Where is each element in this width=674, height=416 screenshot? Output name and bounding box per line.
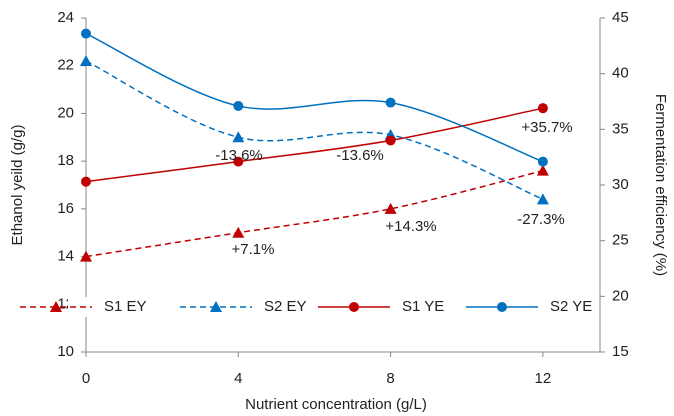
legend-bg (514, 297, 578, 317)
x-tick-label: 12 (535, 370, 552, 387)
series-line (85, 169, 544, 258)
legend-bg (366, 297, 430, 317)
series-line (85, 107, 544, 183)
legend-label: S2 YE (550, 298, 592, 315)
data-point (384, 202, 397, 214)
y2-axis-title: Fermentation efficiency (%) (652, 94, 669, 276)
x-tick-label: 8 (386, 370, 394, 387)
data-point (385, 97, 396, 108)
data-point (385, 135, 396, 146)
y-tick-label: 18 (57, 152, 74, 169)
annotation: -27.3% (517, 211, 565, 228)
data-point (232, 226, 245, 238)
data-point (81, 28, 91, 39)
y2-tick-label: 20 (612, 287, 629, 304)
data-point (81, 176, 91, 187)
y-tick-label: 22 (57, 57, 74, 74)
legend-marker (210, 301, 222, 312)
data-point (233, 156, 244, 167)
annotation: +14.3% (385, 218, 436, 235)
y-tick-label: 24 (57, 9, 74, 26)
data-point (537, 156, 548, 167)
data-point (536, 164, 549, 176)
series-line (85, 32, 544, 163)
data-point (80, 54, 92, 66)
y-tick-label: 10 (57, 343, 74, 360)
annotation: -13.6% (215, 147, 263, 164)
y2-tick-label: 15 (612, 343, 629, 360)
legend-bg (68, 297, 132, 317)
legend-label: S2 EY (264, 298, 307, 315)
y-axis-title: Ethanol yeild (g/g) (9, 125, 26, 246)
y-tick-label: 16 (57, 200, 74, 217)
legend-label: S1 YE (402, 298, 444, 315)
x-tick-label: 4 (234, 370, 242, 387)
y2-tick-label: 45 (612, 9, 629, 26)
legend-label: S1 EY (104, 298, 147, 315)
data-point (537, 103, 548, 114)
y-tick-label: 20 (57, 104, 74, 121)
y-tick-label: 14 (57, 248, 74, 265)
data-point (80, 250, 92, 262)
legend-marker (349, 302, 359, 312)
annotation: +7.1% (232, 241, 275, 258)
y2-tick-label: 35 (612, 120, 629, 137)
legend-marker (50, 301, 62, 312)
annotation: +35.7% (521, 119, 572, 136)
data-point (536, 193, 549, 205)
y2-tick-label: 25 (612, 232, 629, 249)
y2-tick-label: 40 (612, 65, 629, 82)
x-axis-title: Nutrient concentration (g/L) (245, 396, 427, 413)
legend-bg (228, 297, 292, 317)
data-point (233, 100, 244, 111)
x-tick-label: 0 (82, 370, 90, 387)
y2-tick-label: 30 (612, 176, 629, 193)
legend-marker (497, 302, 507, 312)
annotation: -13.6% (336, 147, 384, 164)
series-line (85, 60, 544, 201)
data-point (232, 131, 245, 143)
